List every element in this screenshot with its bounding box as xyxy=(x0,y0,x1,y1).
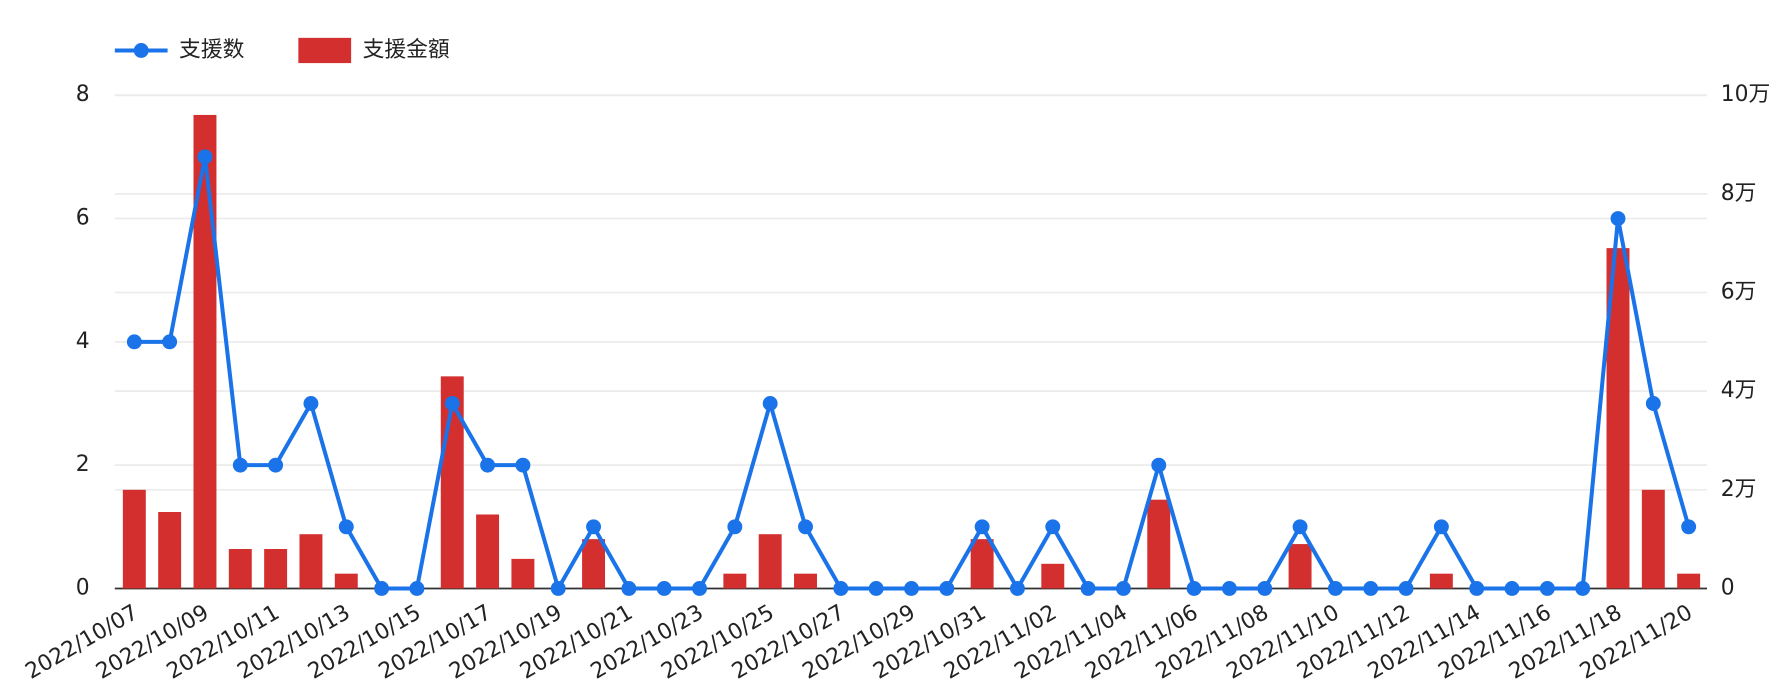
legend-swatch xyxy=(133,43,149,58)
point xyxy=(1645,396,1661,411)
point xyxy=(1575,581,1591,596)
point xyxy=(727,519,743,535)
point xyxy=(338,519,354,535)
point xyxy=(197,149,213,165)
bar xyxy=(334,573,358,589)
point xyxy=(1221,581,1237,596)
point xyxy=(1080,581,1096,596)
y2-tick-label: 8万 xyxy=(1721,181,1757,206)
y2-tick-label: 10万 xyxy=(1721,82,1770,107)
point xyxy=(374,581,390,596)
point xyxy=(1363,581,1379,596)
point xyxy=(1433,519,1449,535)
y-tick-label: 8 xyxy=(76,82,90,107)
bar xyxy=(122,489,146,589)
point xyxy=(1292,519,1308,535)
y2-tick-label: 4万 xyxy=(1721,378,1757,403)
point xyxy=(1539,581,1555,596)
point xyxy=(621,581,637,596)
bar xyxy=(299,534,323,589)
point xyxy=(1186,581,1202,596)
point xyxy=(1504,581,1520,596)
point xyxy=(480,457,496,473)
y-tick-label: 4 xyxy=(76,329,90,354)
legend-label: 支援金額 xyxy=(363,37,450,62)
bar xyxy=(582,539,606,589)
point xyxy=(1010,581,1025,596)
bar xyxy=(158,512,182,589)
y2-tick-label: 6万 xyxy=(1721,280,1757,305)
point xyxy=(762,396,778,411)
bar xyxy=(264,549,288,589)
bar xyxy=(511,558,535,589)
y2-tick-label: 2万 xyxy=(1721,477,1757,502)
point xyxy=(833,581,849,596)
point xyxy=(798,519,813,535)
point xyxy=(1115,581,1131,596)
point xyxy=(692,581,707,596)
bar xyxy=(1677,573,1701,589)
y-tick-label: 6 xyxy=(76,206,90,231)
bar xyxy=(970,539,994,589)
point xyxy=(586,519,602,535)
point xyxy=(1610,211,1626,226)
point xyxy=(550,581,566,596)
point xyxy=(939,581,955,596)
point xyxy=(444,396,460,411)
line xyxy=(134,154,1691,591)
bar xyxy=(1041,563,1065,589)
point xyxy=(409,581,425,596)
bar xyxy=(1288,544,1312,589)
bar xyxy=(193,114,217,589)
point xyxy=(126,334,142,350)
legend-label: 支援数 xyxy=(179,37,245,62)
bar xyxy=(228,549,252,589)
y2-tick-label: 0 xyxy=(1721,575,1735,600)
point xyxy=(1257,581,1273,596)
point xyxy=(1681,519,1697,535)
bar xyxy=(723,573,747,589)
y-tick-label: 2 xyxy=(76,452,90,477)
point xyxy=(303,396,319,411)
point xyxy=(656,581,672,596)
point xyxy=(268,457,284,473)
bar xyxy=(758,534,782,589)
point xyxy=(1327,581,1343,596)
bar xyxy=(1606,248,1630,589)
point xyxy=(232,457,248,473)
point xyxy=(1469,581,1485,596)
point xyxy=(1398,581,1414,596)
bar xyxy=(1147,499,1171,589)
bar xyxy=(1641,489,1665,589)
point xyxy=(974,519,990,535)
bar xyxy=(1429,573,1453,589)
legend-item: 支援金額 xyxy=(298,37,450,64)
bar xyxy=(476,514,500,589)
point xyxy=(162,334,178,350)
point xyxy=(868,581,884,596)
bar xyxy=(794,573,817,589)
point xyxy=(515,457,531,473)
legend-swatch xyxy=(298,37,352,64)
y-tick-label: 0 xyxy=(76,575,90,600)
point xyxy=(904,581,919,596)
point xyxy=(1151,457,1167,473)
point xyxy=(1045,519,1061,535)
legend-item: 支援数 xyxy=(114,37,245,62)
